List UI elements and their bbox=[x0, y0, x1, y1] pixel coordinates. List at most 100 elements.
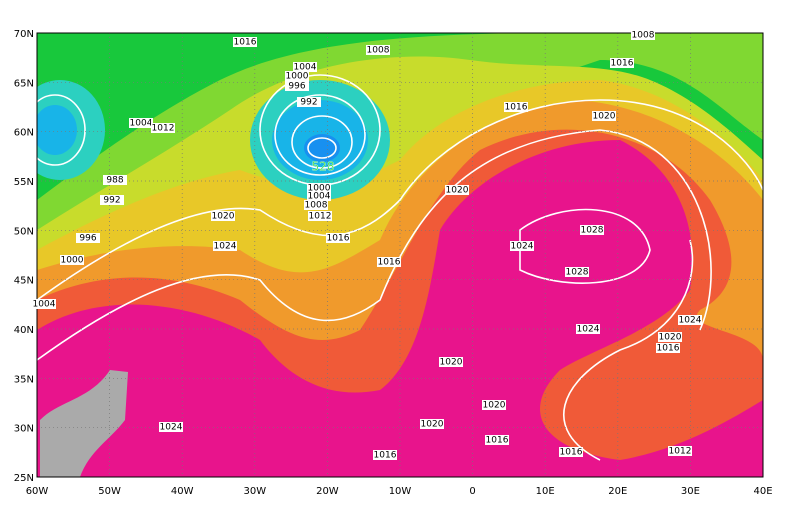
isobar-value: 1000 bbox=[308, 184, 331, 194]
isobar-label: 1004 bbox=[129, 118, 153, 129]
isobar-label: 1028 bbox=[580, 225, 604, 236]
isobar-value: 1016 bbox=[327, 234, 350, 244]
lon-label: 30E bbox=[681, 486, 700, 497]
label-box bbox=[565, 267, 589, 277]
isobar-label: 1020 bbox=[445, 185, 469, 196]
label-box bbox=[211, 211, 235, 221]
isobar-value: 1000 bbox=[286, 72, 309, 82]
lat-label: 55N bbox=[14, 177, 34, 188]
isobar-label: 1020 bbox=[482, 400, 506, 411]
lat-label: 35N bbox=[14, 374, 34, 385]
isobar-label: 992 bbox=[297, 97, 321, 108]
isobar-value: 1008 bbox=[305, 201, 328, 211]
isobar-label: 1016 bbox=[656, 343, 680, 354]
isobar-label: 1020 bbox=[439, 357, 463, 368]
isobar-label: 1000 bbox=[307, 183, 331, 194]
isobar-value: 992 bbox=[300, 98, 317, 108]
pressure-field bbox=[37, 33, 763, 477]
isobar-label: 1008 bbox=[366, 45, 390, 56]
label-box bbox=[373, 450, 397, 460]
label-box bbox=[559, 447, 583, 457]
isobar-value: 1028 bbox=[581, 226, 604, 236]
isobar-value: 1004 bbox=[308, 192, 331, 202]
lat-label: 25N bbox=[14, 473, 34, 484]
isobar-label: 1004 bbox=[293, 62, 317, 73]
isobar-label: 1016 bbox=[326, 233, 350, 244]
label-box bbox=[678, 315, 702, 325]
label-box bbox=[76, 233, 100, 243]
isobar-value: 996 bbox=[79, 234, 96, 244]
label-box bbox=[129, 118, 153, 128]
isobar-value: 1000 bbox=[61, 256, 84, 266]
isobar-label: 996 bbox=[285, 81, 309, 92]
isobar-label: 996 bbox=[76, 233, 100, 244]
label-box bbox=[233, 37, 257, 47]
isobar-label: 1012 bbox=[151, 123, 175, 134]
isobar-label: 1016 bbox=[373, 450, 397, 461]
isobar-value: 1020 bbox=[446, 186, 469, 196]
label-box bbox=[304, 200, 328, 210]
label-box bbox=[510, 241, 534, 251]
label-box bbox=[631, 30, 655, 40]
lat-label: 40N bbox=[14, 325, 34, 336]
isobar-label: 988 bbox=[103, 175, 127, 186]
label-box bbox=[445, 185, 469, 195]
label-box bbox=[656, 343, 680, 353]
label-box bbox=[285, 71, 309, 81]
isobar-value: 1016 bbox=[234, 38, 257, 48]
graticule bbox=[37, 33, 763, 477]
label-box bbox=[297, 97, 321, 107]
lon-label: 0 bbox=[469, 486, 475, 497]
isobar-label: 1012 bbox=[668, 446, 692, 457]
isobar-value: 1012 bbox=[309, 212, 332, 222]
label-box bbox=[285, 81, 309, 91]
isobar-value: 1024 bbox=[577, 325, 600, 335]
isobar-value: 1008 bbox=[632, 31, 655, 41]
label-box bbox=[159, 422, 183, 432]
isobar-label: 1004 bbox=[32, 299, 56, 310]
isobar-value: 1028 bbox=[566, 268, 589, 278]
label-box bbox=[326, 233, 350, 243]
isobar-value: 1004 bbox=[130, 119, 153, 129]
isobar-label: 1016 bbox=[504, 102, 528, 113]
lon-label: 10E bbox=[536, 486, 555, 497]
label-box bbox=[151, 123, 175, 133]
isobar-value: 1004 bbox=[33, 300, 56, 310]
isobar-value: 1012 bbox=[669, 447, 692, 457]
isobar-value: 1016 bbox=[486, 436, 509, 446]
isobar-label: 1024 bbox=[159, 422, 183, 433]
label-box bbox=[307, 183, 331, 193]
lon-label: 40W bbox=[171, 486, 194, 497]
label-box bbox=[366, 45, 390, 55]
isobar-label: 1020 bbox=[211, 211, 235, 222]
label-box bbox=[307, 191, 331, 201]
isobar-value: 1016 bbox=[657, 344, 680, 354]
isobar-label: 1000 bbox=[60, 255, 84, 266]
isobar-label: 992 bbox=[100, 195, 124, 206]
lon-label: 60W bbox=[26, 486, 49, 497]
isobar-value: 1020 bbox=[593, 112, 616, 122]
isobar-label: 1016 bbox=[610, 58, 634, 69]
isobar-value: 1008 bbox=[367, 46, 390, 56]
isobar-label: 1016 bbox=[233, 37, 257, 48]
isobar-value: 1020 bbox=[659, 333, 682, 343]
isobar-label: 1008 bbox=[304, 200, 328, 211]
lat-label: 65N bbox=[14, 78, 34, 89]
label-box bbox=[592, 111, 616, 121]
isobar-label: 1028 bbox=[565, 267, 589, 278]
lat-label: 60N bbox=[14, 128, 34, 139]
label-box bbox=[100, 195, 124, 205]
frame bbox=[36, 32, 764, 478]
label-box bbox=[658, 332, 682, 342]
label-box bbox=[668, 446, 692, 456]
label-box bbox=[482, 400, 506, 410]
isobar-label: 1024 bbox=[510, 241, 534, 252]
isobar-value: 1020 bbox=[440, 358, 463, 368]
label-box bbox=[293, 62, 317, 72]
isobar-value: 1016 bbox=[560, 448, 583, 458]
isobar-value: 992 bbox=[103, 196, 120, 206]
isobar-value: 1016 bbox=[378, 258, 401, 268]
lat-label: 30N bbox=[14, 424, 34, 435]
